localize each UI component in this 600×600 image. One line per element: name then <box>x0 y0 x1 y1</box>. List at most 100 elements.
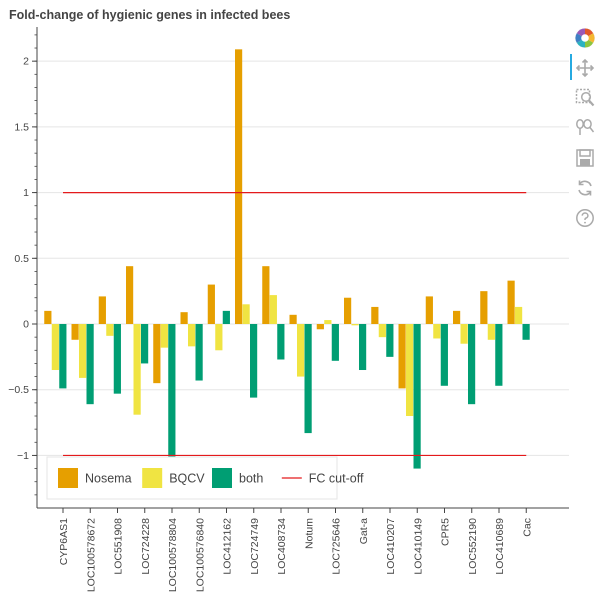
x-tick-label: LOC724749 <box>249 518 261 575</box>
bar-nosema <box>398 324 406 389</box>
x-tick-label: LOC410207 <box>385 518 397 575</box>
bar-nosema <box>289 314 297 325</box>
bar-bqcv <box>515 306 523 325</box>
y-tick-label: 2 <box>23 56 29 68</box>
bar-nosema <box>316 324 324 330</box>
bar-both <box>168 324 176 457</box>
cutoff-lines <box>63 191 527 457</box>
x-tick-label: CYP6AS1 <box>58 518 70 565</box>
bar-nosema <box>453 310 461 325</box>
bar-bqcv <box>378 324 386 338</box>
bar-nosema <box>480 291 488 325</box>
bar-nosema <box>180 312 188 325</box>
bar-bqcv <box>324 320 332 325</box>
x-tick-label: LOC410149 <box>412 518 424 575</box>
bar-bqcv <box>133 324 141 415</box>
bar-both <box>250 324 258 398</box>
bars <box>44 49 530 469</box>
x-tick-label: LOC551908 <box>113 518 125 575</box>
bar-bqcv <box>297 324 305 377</box>
help-icon[interactable] <box>573 206 597 230</box>
reset-icon[interactable] <box>573 176 597 200</box>
axes <box>32 27 569 513</box>
x-tick-label: LOC408734 <box>276 518 288 575</box>
bar-bqcv <box>51 324 59 371</box>
bar-both <box>331 324 339 361</box>
x-tick-label: CPR5 <box>440 518 452 546</box>
bar-bqcv <box>487 324 495 340</box>
bar-bqcv <box>433 324 441 339</box>
bar-both <box>222 310 230 325</box>
y-tick-label: −0.5 <box>8 384 29 396</box>
x-tick-label: Gat-a <box>358 518 370 544</box>
bar-both <box>468 324 476 405</box>
bar-both <box>495 324 503 386</box>
bar-bqcv <box>106 324 114 336</box>
bar-both <box>113 324 121 394</box>
bar-nosema <box>71 324 79 340</box>
bar-both <box>386 324 394 357</box>
legend-swatch-bqcv <box>142 468 163 488</box>
bar-bqcv <box>188 324 196 347</box>
bar-nosema <box>44 310 52 325</box>
y-tick-label: 1.5 <box>14 121 29 133</box>
bar-both <box>59 324 67 389</box>
y-tick-label: −1 <box>17 450 29 462</box>
bar-bqcv <box>242 304 250 325</box>
bar-both <box>141 324 149 364</box>
box-zoom-icon[interactable] <box>573 86 597 110</box>
bar-nosema <box>126 266 134 325</box>
legend-label: FC cut-off <box>309 472 364 486</box>
bar-bqcv <box>406 324 414 417</box>
y-tick-label: 0 <box>23 319 29 331</box>
x-tick-label: LOC100576840 <box>194 518 206 592</box>
bar-nosema <box>344 297 352 325</box>
bar-nosema <box>371 306 379 325</box>
bar-both <box>195 324 203 381</box>
bar-nosema <box>153 324 161 384</box>
bar-nosema <box>507 280 515 325</box>
save-icon[interactable] <box>573 146 597 170</box>
x-tick-label: LOC100578672 <box>85 518 97 592</box>
wheel-zoom-icon[interactable] <box>573 116 597 140</box>
legend-swatch-both <box>212 468 232 488</box>
bar-bqcv <box>215 324 223 351</box>
x-tick-label: LOC100578804 <box>167 518 179 592</box>
x-tick-label: LOC412162 <box>222 518 234 575</box>
chart-title: Fold-change of hygienic genes in infecte… <box>9 8 291 22</box>
x-tick-label: Cac <box>521 518 533 537</box>
bar-both <box>86 324 94 405</box>
tick-labels: −1 −0.5 0 0.5 1 1.5 2 CYP6AS1 LOC100578672 LOC551… <box>8 56 533 592</box>
active-tool-indicator <box>570 54 572 80</box>
bar-both <box>413 324 421 469</box>
x-tick-label: LOC552190 <box>467 518 479 575</box>
grid-lines <box>37 60 569 456</box>
bar-both <box>277 324 285 360</box>
bar-both <box>440 324 448 386</box>
bar-nosema <box>235 49 243 325</box>
bar-both <box>304 324 312 434</box>
y-tick-label: 1 <box>23 187 29 199</box>
x-tick-label: Notum <box>303 518 315 549</box>
legend-label: both <box>239 472 263 486</box>
legend: Nosema BQCV both FC cut-off <box>46 456 364 500</box>
pan-icon[interactable] <box>573 56 597 80</box>
bar-nosema <box>98 296 106 325</box>
bar-bqcv <box>351 324 359 326</box>
bar-nosema <box>207 284 215 325</box>
bar-bqcv <box>160 324 168 348</box>
legend-swatch-nosema <box>58 468 78 488</box>
legend-label: BQCV <box>169 472 205 486</box>
legend-label: Nosema <box>85 472 132 486</box>
bar-nosema <box>425 296 433 325</box>
x-tick-label: LOC725646 <box>331 518 343 575</box>
x-tick-label: LOC724228 <box>140 518 152 575</box>
bar-both <box>359 324 367 371</box>
bar-bqcv <box>269 295 277 325</box>
bokeh-logo-icon[interactable] <box>573 26 597 50</box>
x-tick-label: LOC410689 <box>494 518 506 575</box>
bar-bqcv <box>460 324 468 344</box>
bar-both <box>522 324 530 340</box>
bar-bqcv <box>79 324 87 378</box>
